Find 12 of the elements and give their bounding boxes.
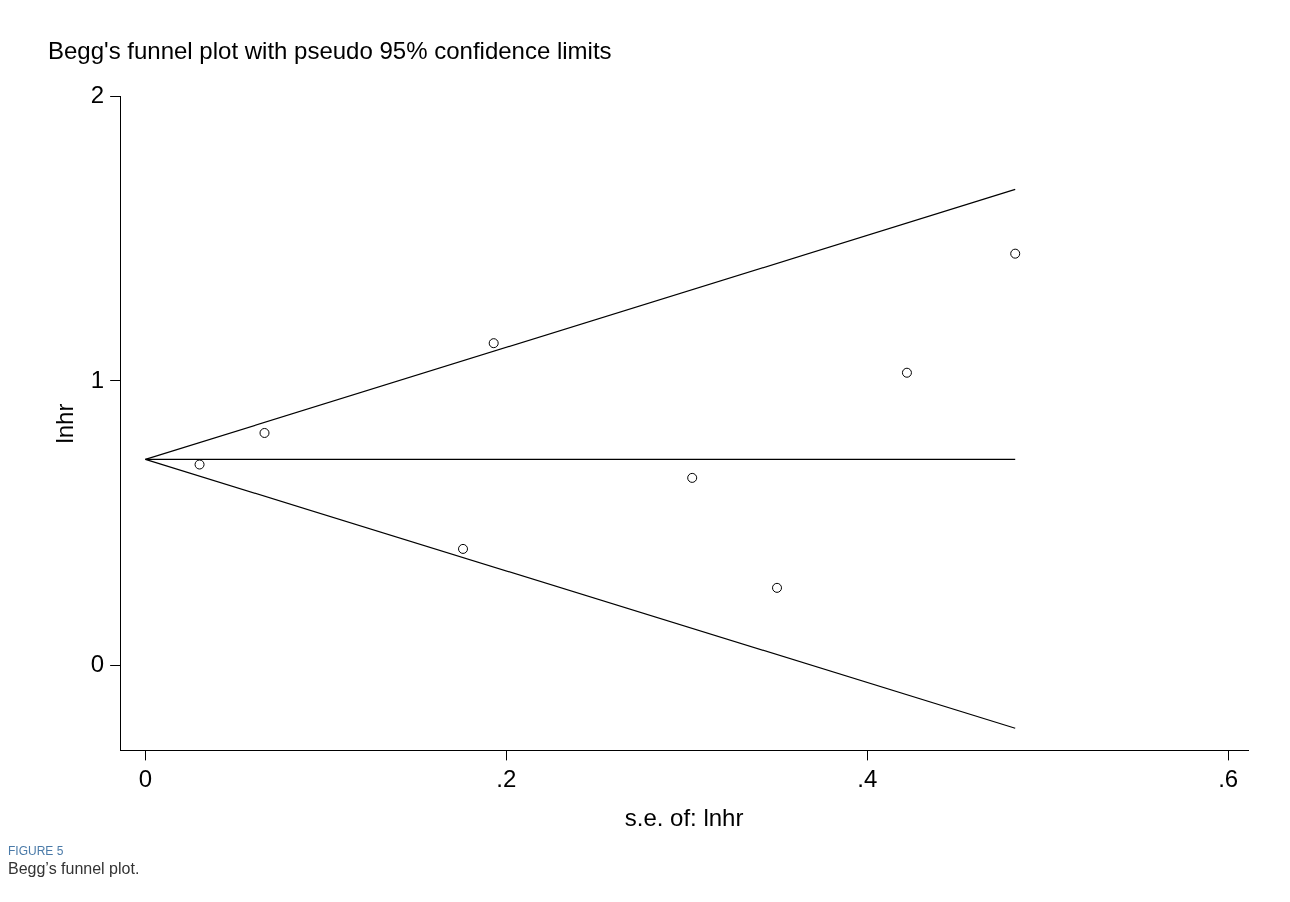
y-axis-title: lnhr [51,403,79,444]
caption: FIGURE 5 [8,844,65,858]
x-axis-title: s.e. of: lnhr [624,804,744,832]
x-tick-label: .4 [857,765,878,793]
text: Begg’s funnel plot. [8,860,141,878]
y-tick-label: 1 [90,365,105,393]
x-tick-label: .2 [496,765,517,793]
chart-title: Begg's funnel plot with pseudo 95% confidence limits [48,37,612,65]
x-tick-label: 0 [138,765,153,793]
x-tick-label: .6 [1218,765,1239,793]
y-tick-label: 2 [90,81,105,109]
y-tick-label: 0 [90,649,105,677]
